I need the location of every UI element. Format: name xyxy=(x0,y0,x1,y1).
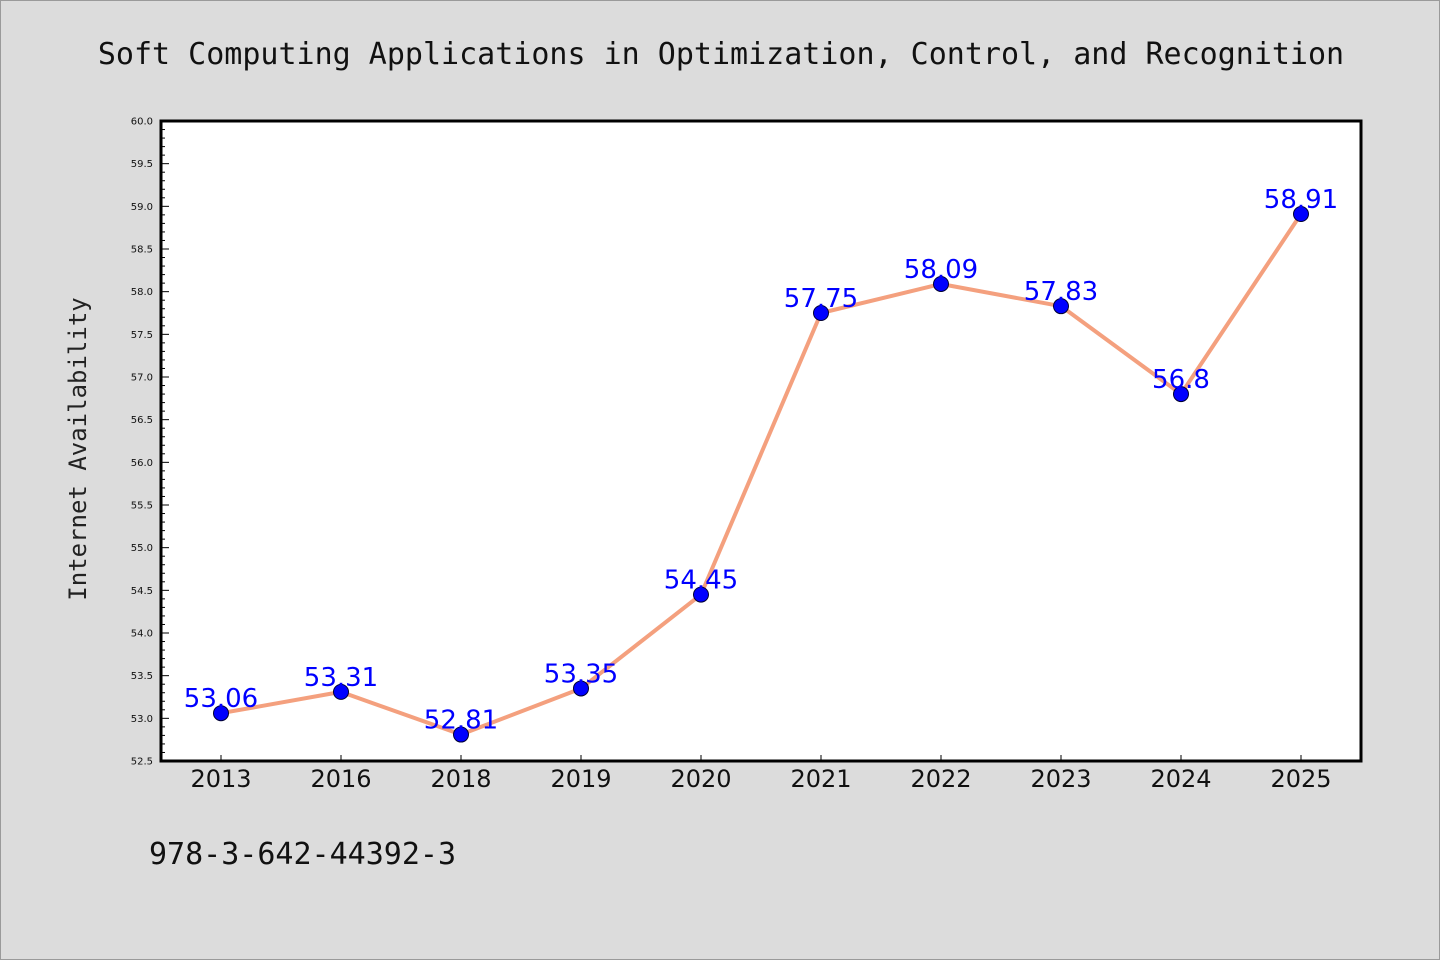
data-label: 53.31 xyxy=(304,663,378,693)
x-tick-label: 2020 xyxy=(670,765,731,793)
y-tick-label: 59.0 xyxy=(131,202,153,213)
y-tick-label: 56.5 xyxy=(131,415,153,426)
data-point xyxy=(693,586,709,603)
data-label: 54.45 xyxy=(664,566,738,596)
y-tick-label: 58.0 xyxy=(131,287,153,298)
series-line xyxy=(220,212,1303,737)
x-tick-label: 2024 xyxy=(1150,765,1211,793)
y-tick-label: 58.5 xyxy=(131,245,153,256)
x-axis-ticks: 2013 2016 2018 2019 2020 2021 2022 2023 2024 2025 xyxy=(190,755,1332,793)
y-tick-label: 59.5 xyxy=(131,159,153,170)
data-label: 57.83 xyxy=(1024,277,1098,307)
y-axis-label: Internet Availability xyxy=(64,297,92,600)
chart-title: Soft Computing Applications in Optimizat… xyxy=(98,37,1344,72)
data-point xyxy=(1173,386,1189,403)
y-tick-label: 54.0 xyxy=(131,629,153,640)
data-label: 58.09 xyxy=(904,255,978,285)
data-point xyxy=(813,305,829,321)
y-tick-label: 54.5 xyxy=(131,586,153,597)
data-label: 52.81 xyxy=(424,706,498,736)
data-label: 58.91 xyxy=(1264,185,1338,215)
data-point xyxy=(1053,298,1069,315)
data-label: 57.75 xyxy=(784,284,858,314)
data-point xyxy=(453,726,469,743)
data-label: 53.06 xyxy=(184,684,258,714)
data-point xyxy=(1293,206,1309,223)
y-tick-label: 57.0 xyxy=(131,373,153,384)
x-tick-label: 2023 xyxy=(1030,765,1091,793)
x-tick-label: 2018 xyxy=(430,765,491,793)
data-label: 53.35 xyxy=(544,659,618,689)
series-layer: 53.06 53.31 52.81 53.35 54.45 57.75 58.09 57.83… xyxy=(184,185,1338,743)
y-tick-label: 60.0 xyxy=(131,117,153,128)
data-label: 56.8 xyxy=(1152,365,1210,395)
y-tick-label: 57.5 xyxy=(131,330,153,341)
plot-area xyxy=(159,119,1363,763)
x-tick-label: 2019 xyxy=(550,765,611,793)
isbn-text: 978-3-642-44392-3 xyxy=(149,837,456,872)
data-point xyxy=(933,275,949,292)
y-tick-label: 52.5 xyxy=(131,757,153,768)
data-point xyxy=(333,683,349,700)
y-tick-label: 55.0 xyxy=(131,543,153,554)
x-tick-label: 2016 xyxy=(310,765,371,793)
data-point xyxy=(213,705,229,722)
x-tick-label: 2025 xyxy=(1270,765,1331,793)
x-tick-label: 2022 xyxy=(910,765,971,793)
x-tick-label: 2013 xyxy=(190,765,251,793)
y-tick-label: 53.0 xyxy=(131,714,153,725)
y-tick-label: 56.0 xyxy=(131,458,153,469)
y-tick-label: 53.5 xyxy=(131,671,153,682)
data-point xyxy=(573,680,589,697)
x-tick-label: 2021 xyxy=(790,765,851,793)
y-axis-ticks: 52.5 53.0 53.5 54.0 54.5 55.0 55.5 56.0 56.5 57.0… xyxy=(131,117,169,768)
y-tick-label: 55.5 xyxy=(131,501,153,512)
